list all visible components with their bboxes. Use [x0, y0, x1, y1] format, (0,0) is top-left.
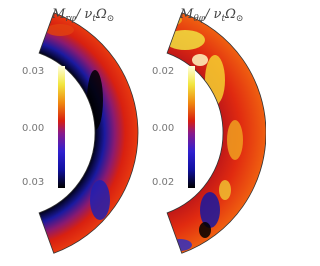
- blob: [87, 70, 103, 130]
- title-part: θφ: [193, 14, 205, 24]
- blob: [167, 30, 205, 50]
- colorbar-tick: 0.02: [152, 177, 174, 188]
- title-part: rφ: [65, 14, 76, 24]
- shell-edge: [38, 12, 139, 254]
- blob: [199, 222, 211, 238]
- blob: [167, 14, 182, 26]
- shell: [167, 12, 266, 254]
- title-part: t: [221, 14, 225, 24]
- shell-edge: [166, 12, 266, 254]
- panel: 0.02 0.00 0.02 Mθφ/ νtΩ⊙: [152, 7, 266, 254]
- title-part: M: [179, 7, 194, 22]
- colorbar-tick: 0.00: [22, 123, 44, 134]
- panel: 0.03 0.00 0.03 Mrφ/ νtΩ⊙: [22, 7, 139, 254]
- shell: [39, 12, 138, 254]
- blob: [219, 180, 231, 200]
- panel-title: Mθφ/ νtΩ⊙: [179, 7, 243, 24]
- blob: [192, 54, 208, 66]
- colorbar-tick: 0.00: [152, 123, 174, 134]
- title-part: t: [92, 14, 96, 24]
- colorbar-tick: 0.03: [22, 66, 44, 77]
- blob: [200, 192, 220, 228]
- blob: [46, 24, 74, 36]
- panel-title: Mrφ/ νtΩ⊙: [51, 7, 114, 24]
- colorbar: [58, 66, 65, 188]
- blob: [90, 180, 110, 220]
- title-part: ⊙: [236, 14, 244, 24]
- colorbar-tick: 0.02: [152, 66, 174, 77]
- title-part: / ν: [203, 7, 222, 22]
- title-part: Ω: [95, 7, 107, 22]
- title-part: M: [51, 7, 66, 22]
- title-part: ⊙: [107, 14, 115, 24]
- blob: [227, 120, 243, 160]
- title-part: Ω: [224, 7, 236, 22]
- colorbar-tick: 0.03: [22, 177, 44, 188]
- title-part: / ν: [74, 7, 93, 22]
- colorbar: [188, 66, 195, 188]
